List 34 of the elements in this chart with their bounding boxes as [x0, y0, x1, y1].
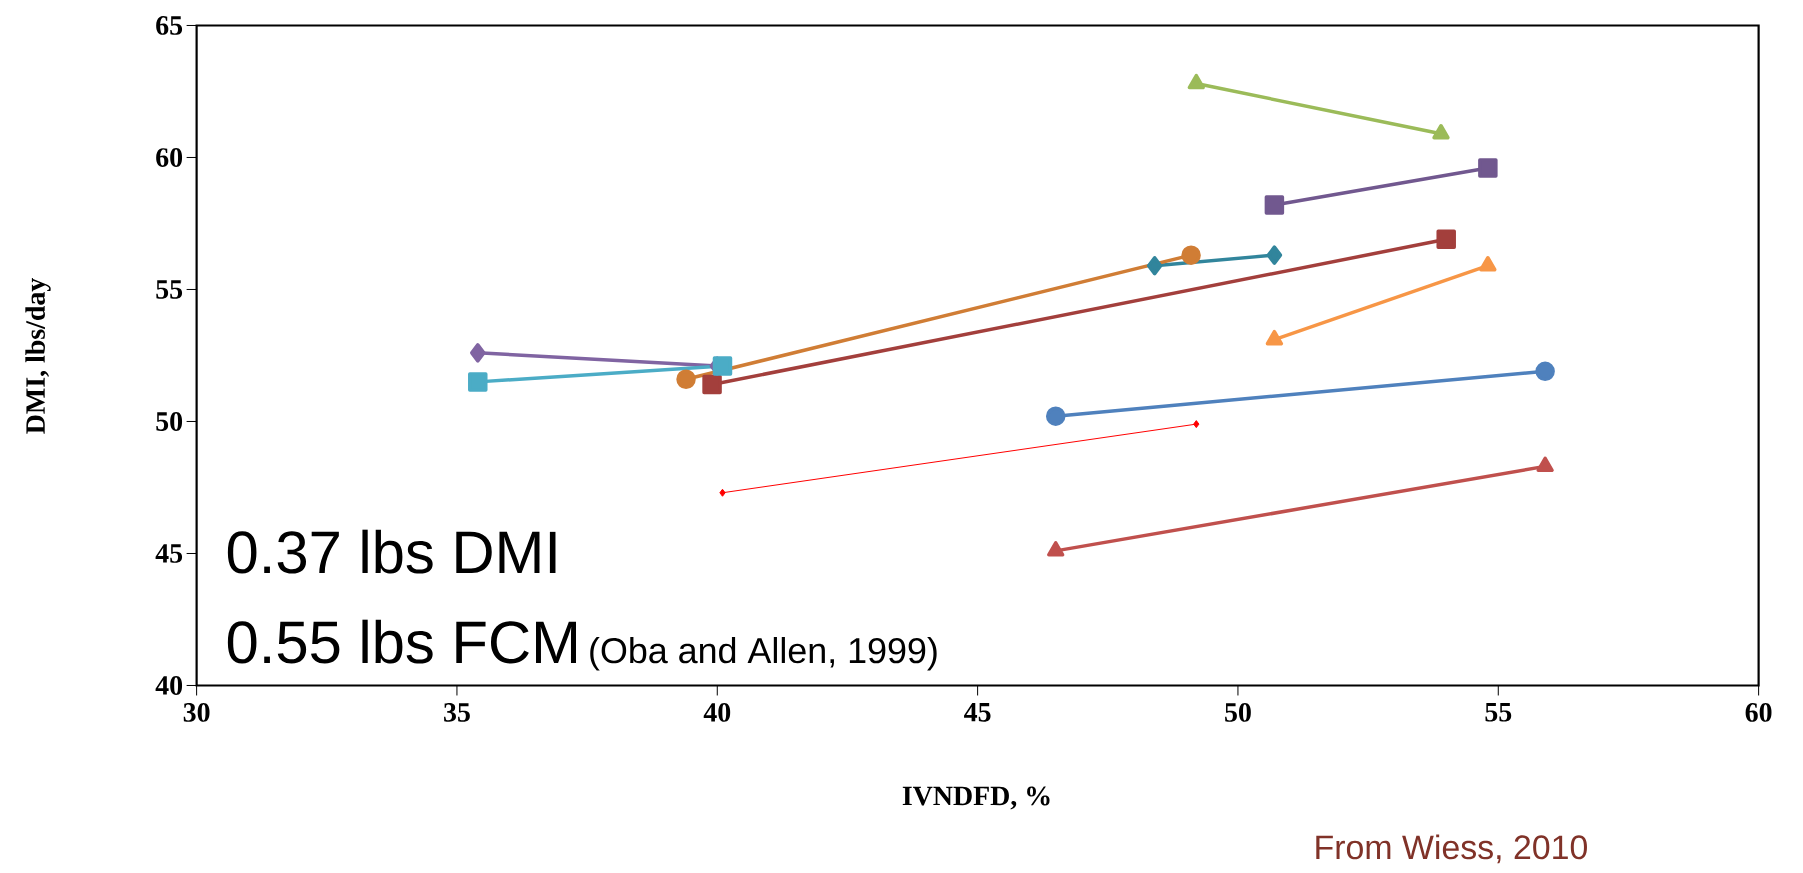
point [1146, 255, 1163, 276]
text: From Wiess, 2010 [1316, 834, 1587, 864]
point [1535, 361, 1555, 382]
x-tick-label: 40 [703, 703, 731, 722]
annotation: (Oba and Allen, 1999) [590, 637, 937, 671]
y-tick-label: 40 [155, 676, 183, 695]
point [1193, 420, 1200, 429]
x-tick-label: 55 [1485, 703, 1512, 722]
point [1266, 245, 1283, 265]
point [676, 369, 696, 389]
y-tick-label: 55 [156, 280, 183, 299]
point [1264, 195, 1285, 215]
annotation: 0.37 lbs DMI [227, 529, 556, 574]
x-tick-label: 30 [183, 703, 210, 722]
x-axis-title: IVNDFD, % [902, 786, 1050, 810]
point [1181, 245, 1201, 265]
point [470, 343, 486, 363]
point [1478, 158, 1498, 178]
y-tick-label: 65 [156, 16, 183, 35]
point [712, 356, 733, 376]
y-tick-label: 45 [155, 544, 183, 563]
x-tick-label: 60 [1745, 703, 1772, 722]
point [719, 488, 726, 497]
y-tick-label: 50 [156, 412, 183, 431]
point [468, 372, 488, 392]
y-axis-title: DMI, lbs/day [25, 277, 51, 434]
y-tick-label: 60 [156, 148, 183, 167]
point [1045, 406, 1066, 426]
point [1436, 229, 1456, 250]
annotation: 0.55 lbs FCM [227, 619, 576, 664]
x-tick-label: 50 [1225, 703, 1251, 722]
point [702, 374, 722, 395]
x-tick-label: 35 [444, 703, 470, 722]
x-tick-label: 45 [964, 703, 991, 722]
